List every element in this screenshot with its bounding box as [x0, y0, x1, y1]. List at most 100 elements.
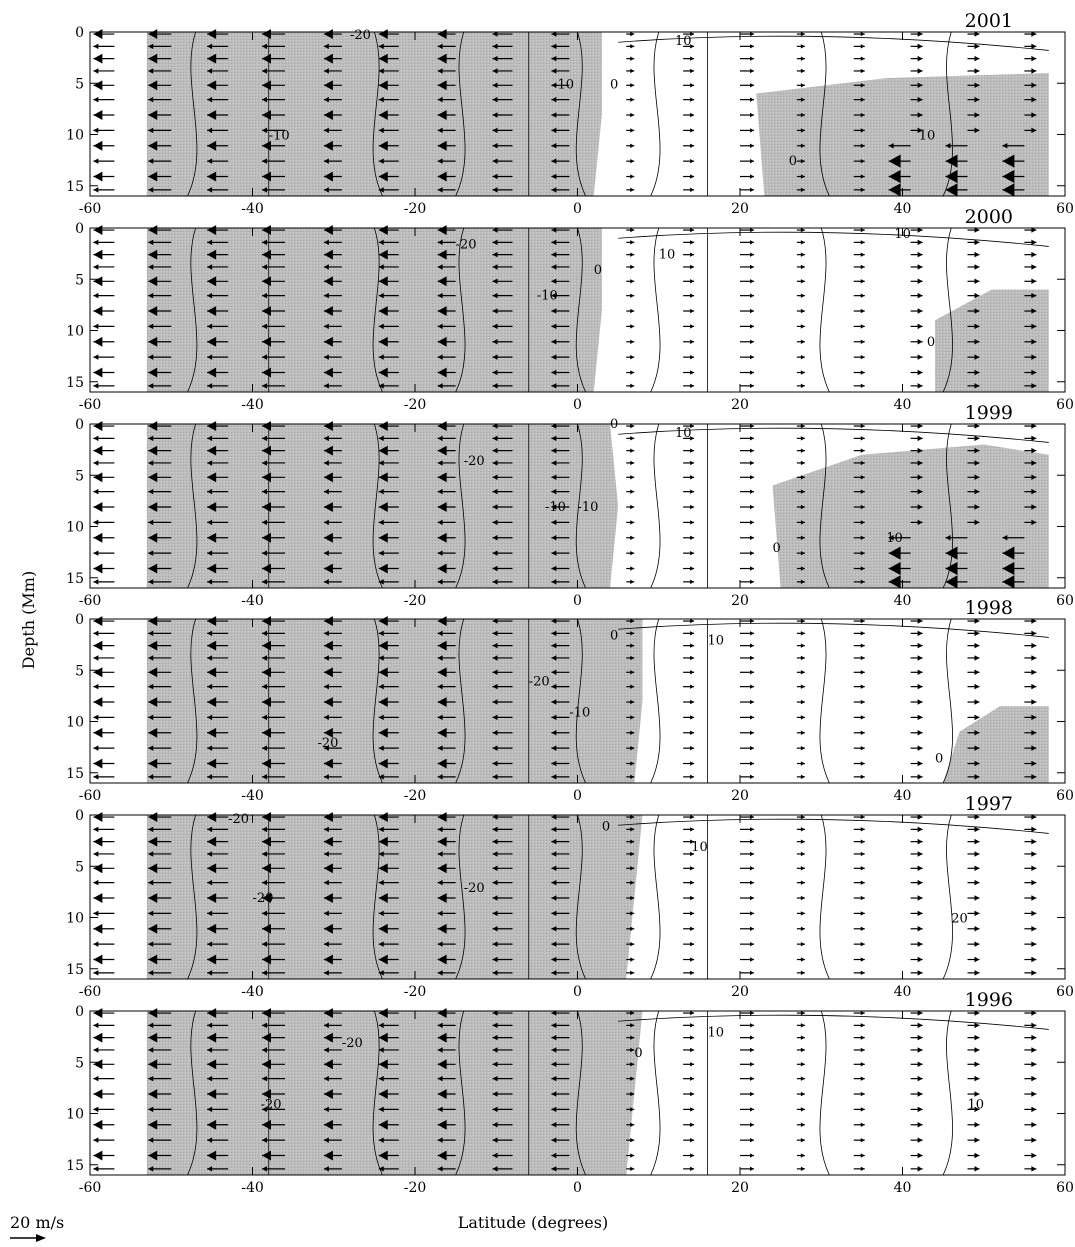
contour-line [618, 231, 1049, 247]
contour-label: -20 [456, 237, 477, 252]
velocity-arrowhead [800, 252, 805, 257]
velocity-arrowhead [492, 910, 498, 917]
velocity-arrowhead [262, 532, 271, 543]
velocity-arrowhead [262, 158, 267, 164]
velocity-arrowhead [93, 970, 99, 976]
velocity-arrowhead [917, 1106, 923, 1113]
velocity-arrowhead [262, 879, 267, 886]
velocity-arrowhead [690, 895, 695, 901]
velocity-arrowhead [378, 292, 384, 299]
velocity-arrowhead [917, 43, 923, 50]
y-tick-label: 0 [75, 1004, 84, 1020]
velocity-arrowhead [437, 550, 443, 556]
velocity-arrowhead [917, 1034, 923, 1041]
velocity-arrowhead [378, 43, 384, 50]
velocity-arrowhead [1002, 183, 1015, 197]
velocity-arrowhead [917, 354, 923, 360]
velocity-arrowhead [800, 1091, 805, 1097]
velocity-arrowhead [262, 836, 271, 847]
velocity-arrowhead [1031, 227, 1037, 233]
velocity-arrowhead [378, 435, 384, 442]
velocity-arrowhead [1031, 55, 1037, 62]
velocity-arrowhead [323, 1059, 333, 1070]
velocity-arrowhead [207, 43, 213, 50]
velocity-arrowhead [1031, 1122, 1037, 1128]
velocity-arrowhead [492, 239, 498, 246]
velocity-arrowhead [974, 264, 980, 270]
velocity-arrowhead [492, 655, 498, 661]
velocity-arrowhead [93, 171, 103, 182]
velocity-arrowhead [93, 276, 103, 287]
velocity-arrowhead [630, 436, 635, 441]
velocity-arrowhead [262, 1137, 267, 1143]
velocity-arrowhead [750, 339, 754, 344]
velocity-arrowhead [323, 714, 329, 721]
velocity-arrowhead [378, 383, 384, 389]
contour-label: -20 [464, 454, 485, 469]
velocity-arrowhead [690, 44, 695, 49]
contour-line [372, 31, 383, 197]
velocity-arrowhead [1031, 239, 1037, 246]
velocity-arrowhead [917, 68, 923, 74]
panel-year-label: 2001 [965, 10, 1013, 32]
velocity-arrowhead [974, 826, 980, 833]
velocity-arrowhead [750, 774, 754, 780]
velocity-arrowhead [800, 436, 805, 441]
velocity-arrowhead [148, 264, 154, 270]
velocity-arrowhead [148, 519, 154, 526]
velocity-arrowhead [378, 110, 388, 120]
velocity-arrowhead [437, 1106, 443, 1113]
velocity-arrowhead [262, 323, 267, 330]
velocity-arrowhead [437, 323, 443, 330]
contour-line [372, 618, 383, 784]
velocity-arrowhead [492, 814, 498, 820]
velocity-arrowhead [917, 447, 923, 454]
velocity-arrowhead [492, 173, 498, 180]
velocity-arrowhead [207, 264, 213, 270]
velocity-arrowhead [800, 240, 805, 245]
velocity-arrowhead [945, 575, 958, 589]
velocity-arrowhead [860, 112, 865, 118]
velocity-arrowhead [323, 1119, 333, 1130]
velocity-arrowhead [207, 53, 217, 64]
velocity-arrowhead [974, 865, 980, 872]
velocity-arrowhead [630, 370, 635, 375]
velocity-arrowhead [945, 546, 958, 560]
velocity-arrowhead [148, 879, 154, 886]
velocity-arrowhead [860, 684, 865, 689]
velocity-arrowhead [630, 643, 635, 648]
velocity-arrowhead [378, 323, 384, 330]
velocity-arrowhead [148, 435, 154, 442]
velocity-arrowhead [323, 43, 329, 50]
velocity-arrowhead [148, 1089, 158, 1099]
velocity-arrowhead [630, 460, 635, 466]
velocity-arrowhead [207, 954, 217, 965]
velocity-arrowhead [551, 1061, 557, 1068]
velocity-arrowhead [917, 683, 923, 690]
contour-label: -10 [569, 705, 590, 720]
velocity-arrowhead [917, 655, 923, 661]
x-tick-label: -40 [241, 788, 264, 804]
velocity-arrowhead [800, 814, 805, 820]
velocity-arrowhead [860, 1166, 865, 1172]
velocity-arrowhead [1031, 1022, 1037, 1029]
velocity-arrowhead [860, 1107, 865, 1112]
contour-label: 0 [634, 1046, 642, 1061]
velocity-arrowhead [800, 423, 805, 429]
velocity-arrowhead [800, 1023, 805, 1028]
velocity-arrowhead [207, 323, 213, 330]
velocity-arrowhead [750, 143, 754, 148]
velocity-arrowhead [974, 369, 980, 376]
x-tick-label: -20 [404, 593, 427, 609]
velocity-arrowhead [207, 923, 217, 934]
velocity-arrowhead [378, 970, 384, 976]
velocity-arrowhead [690, 293, 695, 298]
velocity-arrowhead [148, 110, 158, 120]
velocity-arrowhead [93, 714, 99, 721]
contour-label: 10 [968, 1097, 985, 1112]
velocity-arrowhead [323, 774, 329, 780]
x-tick-label: 0 [573, 593, 582, 609]
velocity-arrowhead [323, 563, 333, 574]
velocity-arrowhead [750, 31, 754, 37]
velocity-arrowhead [93, 29, 103, 39]
